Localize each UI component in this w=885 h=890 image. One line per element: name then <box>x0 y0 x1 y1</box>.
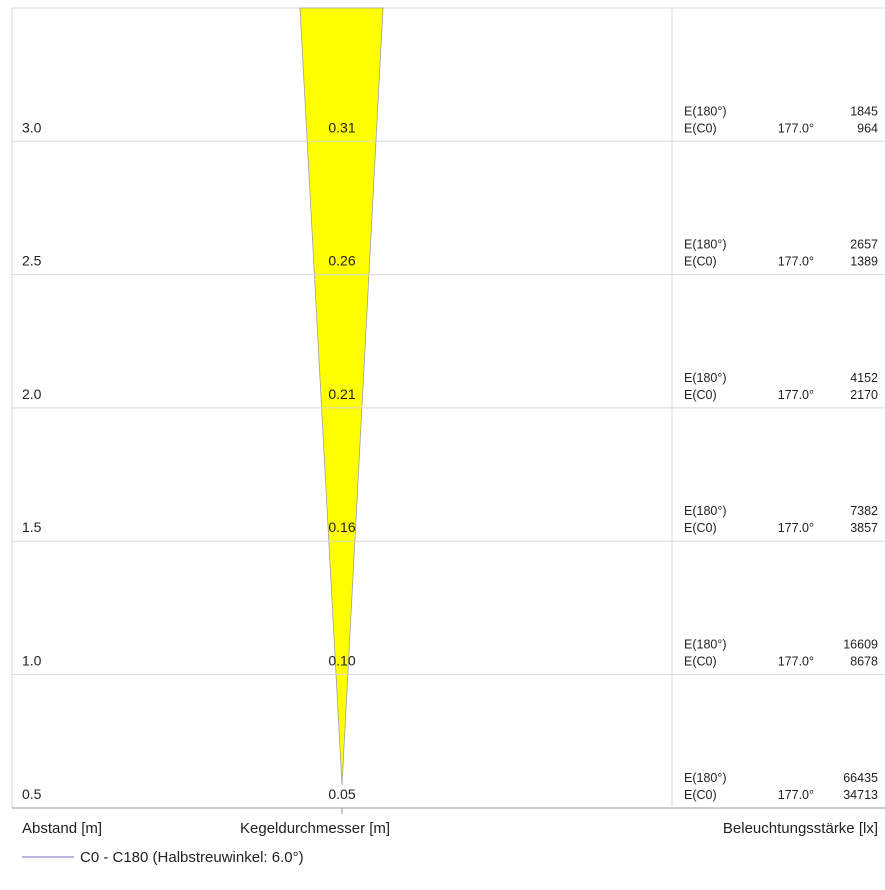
e180-label: E(180°) <box>684 238 727 252</box>
ec0-label: E(C0) <box>684 388 717 402</box>
e180-value: 2657 <box>850 238 878 252</box>
diameter-value: 0.31 <box>328 119 355 135</box>
ec0-value: 2170 <box>850 388 878 402</box>
e180-label: E(180°) <box>684 638 727 652</box>
ec0-angle: 177.0° <box>778 388 814 402</box>
distance-value: 1.0 <box>22 653 42 669</box>
ec0-angle: 177.0° <box>778 521 814 535</box>
e180-value: 16609 <box>843 638 878 652</box>
e180-value: 1845 <box>850 104 878 118</box>
ec0-value: 34713 <box>843 788 878 802</box>
legend-text: C0 - C180 (Halbstreuwinkel: 6.0°) <box>80 849 304 866</box>
distance-value: 0.5 <box>22 786 42 802</box>
ec0-angle: 177.0° <box>778 255 814 269</box>
distance-axis-label: Abstand [m] <box>22 820 102 837</box>
ec0-label: E(C0) <box>684 521 717 535</box>
e180-label: E(180°) <box>684 104 727 118</box>
e180-label: E(180°) <box>684 771 727 785</box>
diameter-value: 0.21 <box>328 386 355 402</box>
ec0-angle: 177.0° <box>778 121 814 135</box>
light-cone <box>299 7 384 786</box>
ec0-value: 1389 <box>850 255 878 269</box>
diameter-value: 0.10 <box>328 653 355 669</box>
diameter-value: 0.16 <box>328 519 355 535</box>
illuminance-axis-label: Beleuchtungsstärke [lx] <box>723 820 878 837</box>
ec0-angle: 177.0° <box>778 655 814 669</box>
e180-label: E(180°) <box>684 504 727 518</box>
distance-value: 3.0 <box>22 119 42 135</box>
distance-value: 2.5 <box>22 253 42 269</box>
ec0-value: 3857 <box>850 521 878 535</box>
e180-label: E(180°) <box>684 371 727 385</box>
diameter-value: 0.05 <box>328 786 355 802</box>
ec0-label: E(C0) <box>684 121 717 135</box>
e180-value: 4152 <box>850 371 878 385</box>
distance-value: 1.5 <box>22 519 42 535</box>
ec0-label: E(C0) <box>684 788 717 802</box>
e180-value: 66435 <box>843 771 878 785</box>
diameter-value: 0.26 <box>328 253 355 269</box>
diameter-axis-label: Kegeldurchmesser [m] <box>240 820 390 837</box>
distance-value: 2.0 <box>22 386 42 402</box>
e180-value: 7382 <box>850 504 878 518</box>
ec0-value: 8678 <box>850 655 878 669</box>
ec0-label: E(C0) <box>684 655 717 669</box>
ec0-angle: 177.0° <box>778 788 814 802</box>
ec0-label: E(C0) <box>684 255 717 269</box>
ec0-value: 964 <box>857 121 878 135</box>
